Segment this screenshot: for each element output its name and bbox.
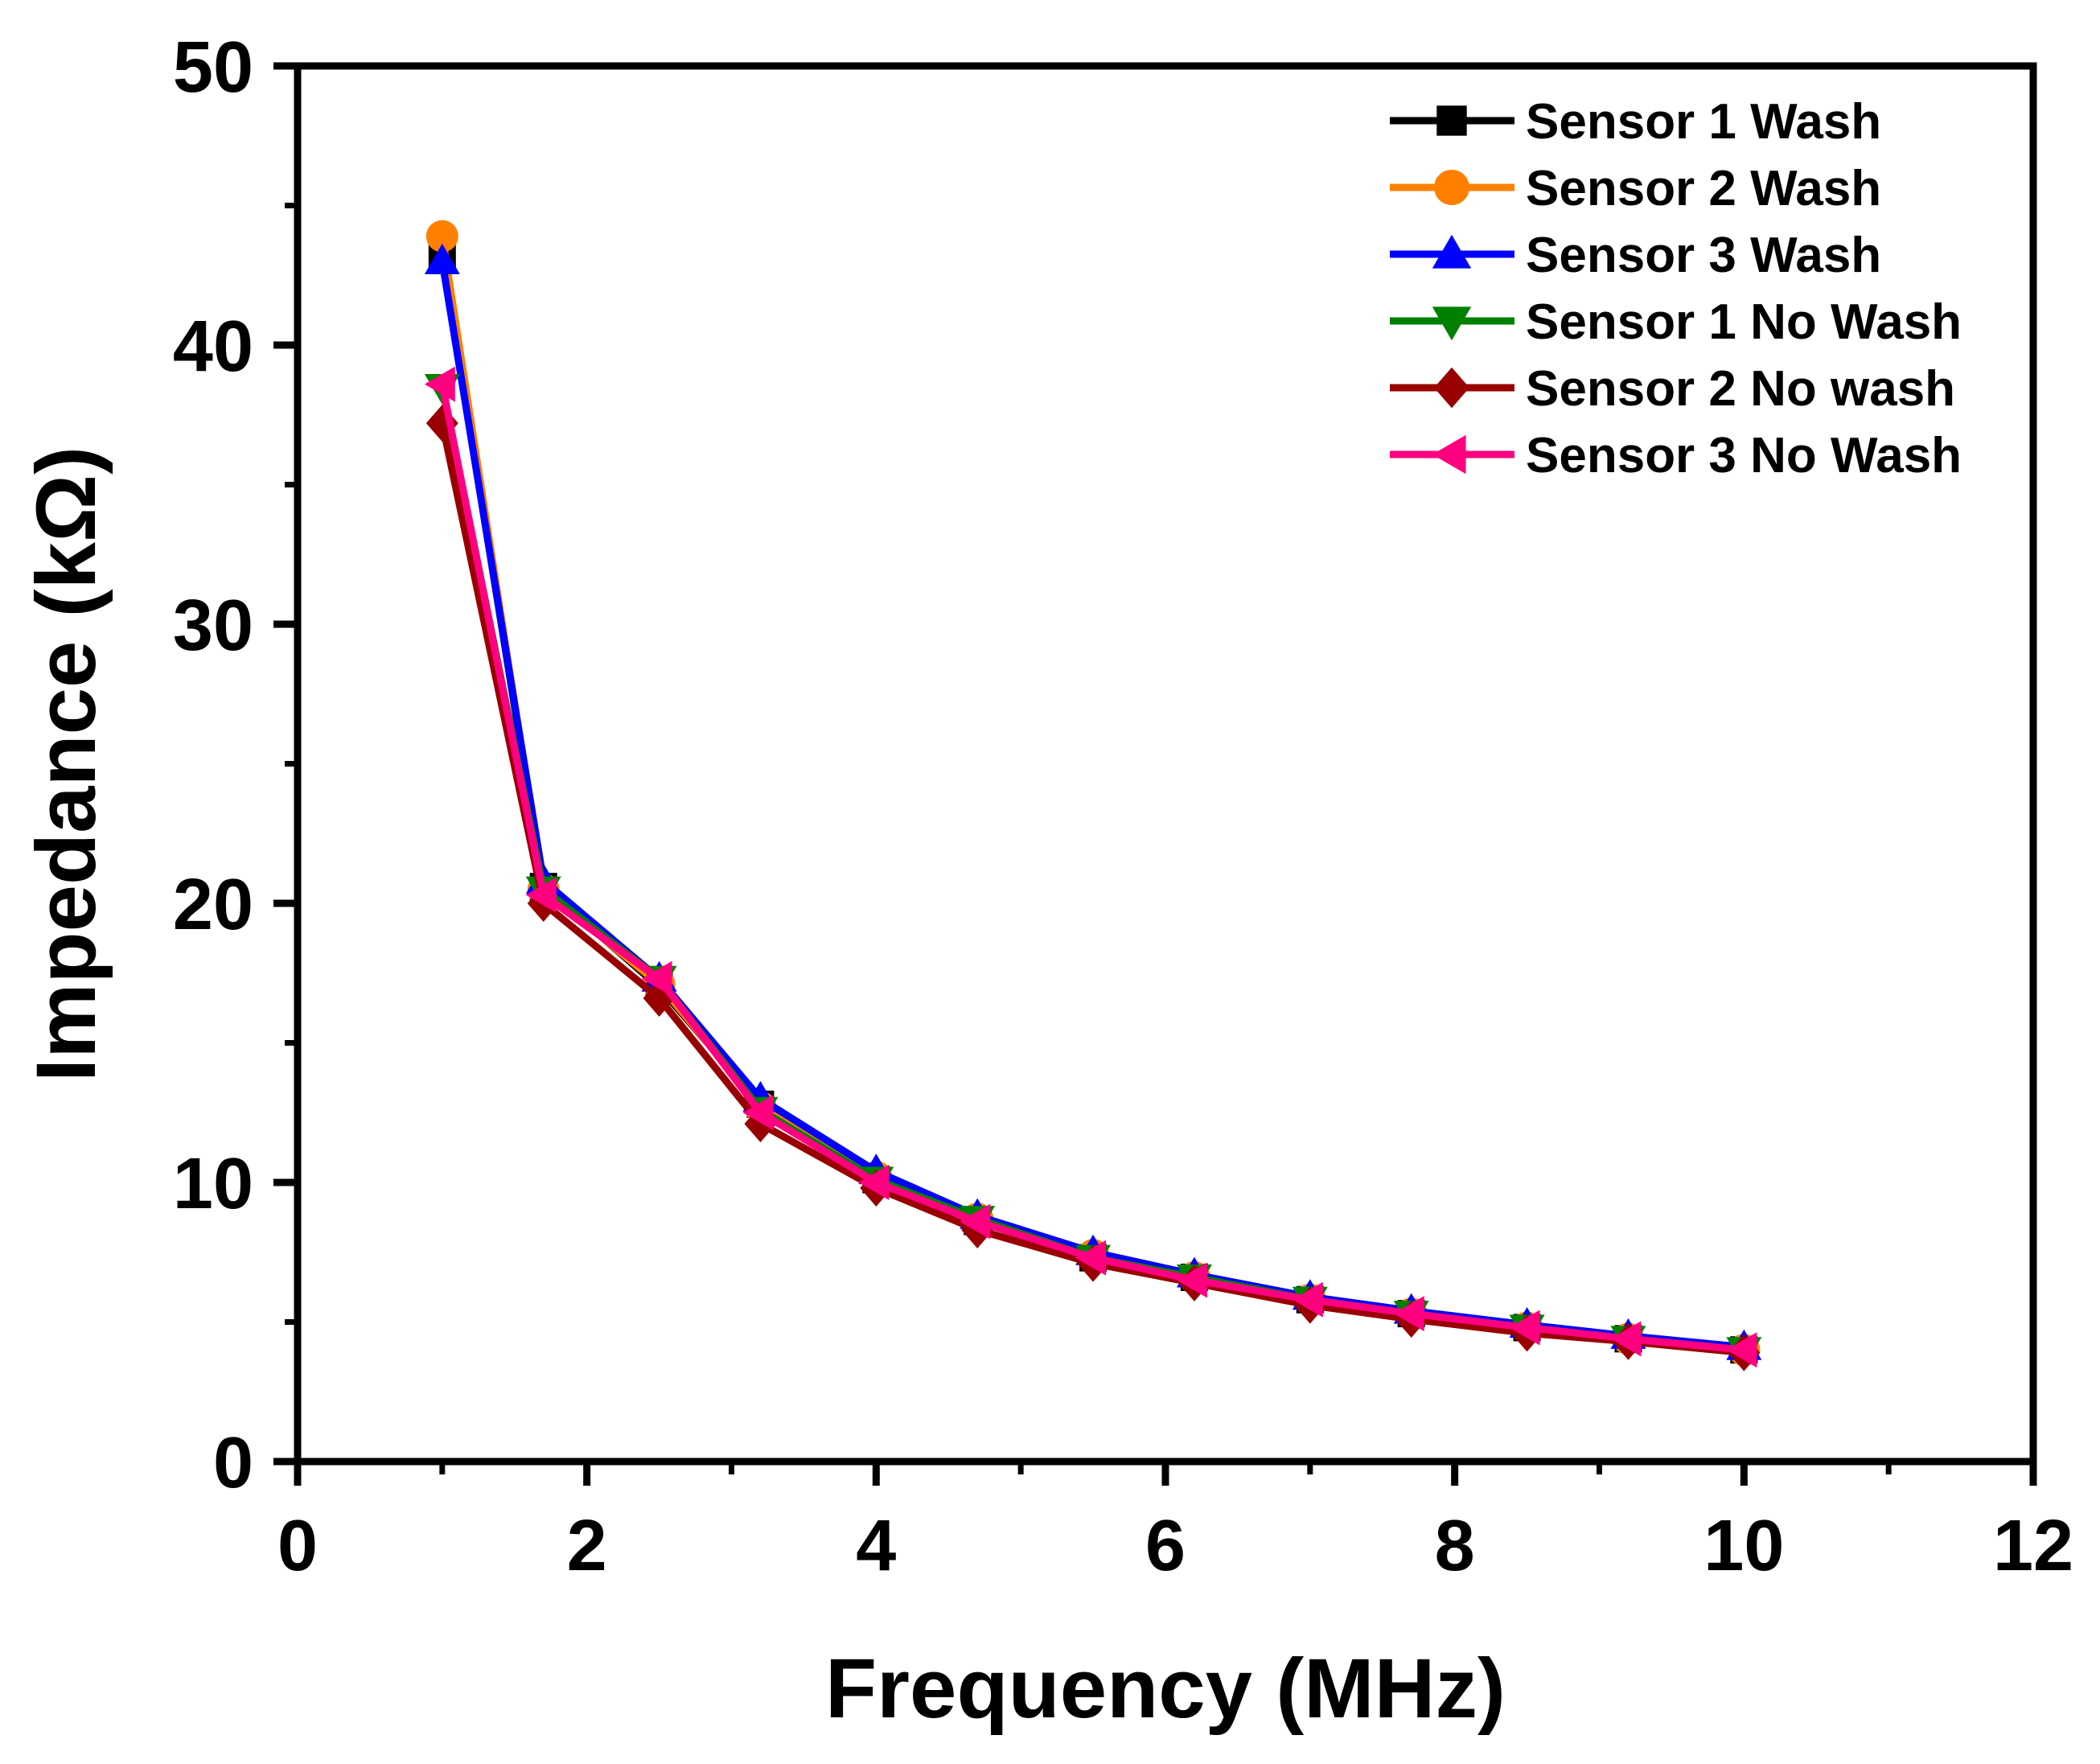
x-tick-label: 8 xyxy=(1435,1506,1475,1586)
x-axis-title: Frequency (MHz) xyxy=(825,1642,1506,1736)
legend-label-sensor-1-no-wash: Sensor 1 No Wash xyxy=(1526,294,1962,350)
legend-item-sensor-2-no-wash: Sensor 2 No wash xyxy=(1390,361,1955,417)
series-line-sensor-3-no-wash xyxy=(438,383,1745,1354)
legend-label-sensor-2-no-wash: Sensor 2 No wash xyxy=(1526,361,1955,417)
series-sensor-2-no-wash xyxy=(425,405,1761,1371)
data-point-sensor-3-no-wash xyxy=(1176,1262,1207,1298)
data-point-sensor-3-wash xyxy=(424,243,460,274)
series-sensor-1-no-wash xyxy=(424,374,1762,1368)
series-sensor-3-no-wash xyxy=(424,366,1757,1368)
legend-marker-sensor-2-wash xyxy=(1434,170,1469,205)
axis-ticks xyxy=(273,62,2037,1486)
legend-marker-sensor-3-no-wash xyxy=(1432,434,1466,475)
y-tick-label: 50 xyxy=(173,27,253,108)
y-tick-label: 20 xyxy=(173,865,253,945)
x-tick-label: 12 xyxy=(1993,1506,2073,1586)
axis-tick-labels: 0 2 4 6 8 10 12 0 10 20 30 40 50 xyxy=(173,27,2073,1586)
legend-label-sensor-3-wash: Sensor 3 Wash xyxy=(1526,228,1881,283)
legend-marker-sensor-2-no-wash xyxy=(1434,367,1469,409)
y-tick-label: 30 xyxy=(173,586,253,666)
x-tick-label: 4 xyxy=(856,1506,896,1586)
data-point-sensor-3-no-wash xyxy=(1726,1332,1757,1368)
data-point-sensor-3-no-wash xyxy=(525,877,557,913)
data-point-sensor-2-wash xyxy=(425,220,458,253)
x-tick-label: 10 xyxy=(1703,1506,1784,1586)
legend: Sensor 1 Wash Sensor 2 Wash Sensor 3 Wash S… xyxy=(1390,94,1962,483)
y-tick-label: 40 xyxy=(173,306,253,387)
data-point-sensor-3-no-wash xyxy=(1075,1240,1107,1276)
series-layer xyxy=(424,220,1762,1371)
x-tick-label: 6 xyxy=(1145,1506,1186,1586)
y-axis-title: Impedance (kΩ) xyxy=(19,446,113,1082)
data-point-sensor-3-no-wash xyxy=(1610,1321,1642,1357)
legend-marker-sensor-1-wash xyxy=(1436,105,1467,136)
legend-item-sensor-1-no-wash: Sensor 1 No Wash xyxy=(1390,294,1962,350)
series-line-sensor-2-no-wash xyxy=(438,422,1745,1357)
legend-marker-sensor-3-wash xyxy=(1432,234,1472,269)
data-point-sensor-3-no-wash xyxy=(960,1203,991,1240)
data-point-sensor-3-no-wash xyxy=(858,1165,890,1200)
data-point-sensor-3-no-wash xyxy=(742,1095,774,1131)
series-line-sensor-1-no-wash xyxy=(438,386,1745,1354)
y-tick-label: 0 xyxy=(213,1423,253,1503)
x-tick-label: 2 xyxy=(567,1506,607,1586)
data-point-sensor-3-no-wash xyxy=(1509,1310,1540,1346)
data-point-sensor-3-no-wash xyxy=(1393,1296,1424,1332)
legend-item-sensor-1-wash: Sensor 1 Wash xyxy=(1390,94,1881,150)
legend-marker-sensor-1-no-wash xyxy=(1432,306,1472,341)
legend-item-sensor-3-no-wash: Sensor 3 No Wash xyxy=(1390,428,1962,483)
series-line-sensor-3-wash xyxy=(438,261,1745,1351)
legend-item-sensor-3-wash: Sensor 3 Wash xyxy=(1390,228,1881,283)
x-tick-label: 0 xyxy=(277,1506,318,1586)
legend-label-sensor-1-wash: Sensor 1 Wash xyxy=(1526,94,1881,150)
legend-item-sensor-2-wash: Sensor 2 Wash xyxy=(1390,161,1881,216)
y-tick-label: 10 xyxy=(173,1144,253,1224)
data-point-sensor-3-no-wash xyxy=(424,366,455,402)
data-point-sensor-3-no-wash xyxy=(641,960,672,997)
legend-label-sensor-3-no-wash: Sensor 3 No Wash xyxy=(1526,428,1962,483)
legend-label-sensor-2-wash: Sensor 2 Wash xyxy=(1526,161,1881,216)
data-point-sensor-3-no-wash xyxy=(1292,1281,1323,1318)
series-line-sensor-1-wash xyxy=(438,255,1745,1354)
